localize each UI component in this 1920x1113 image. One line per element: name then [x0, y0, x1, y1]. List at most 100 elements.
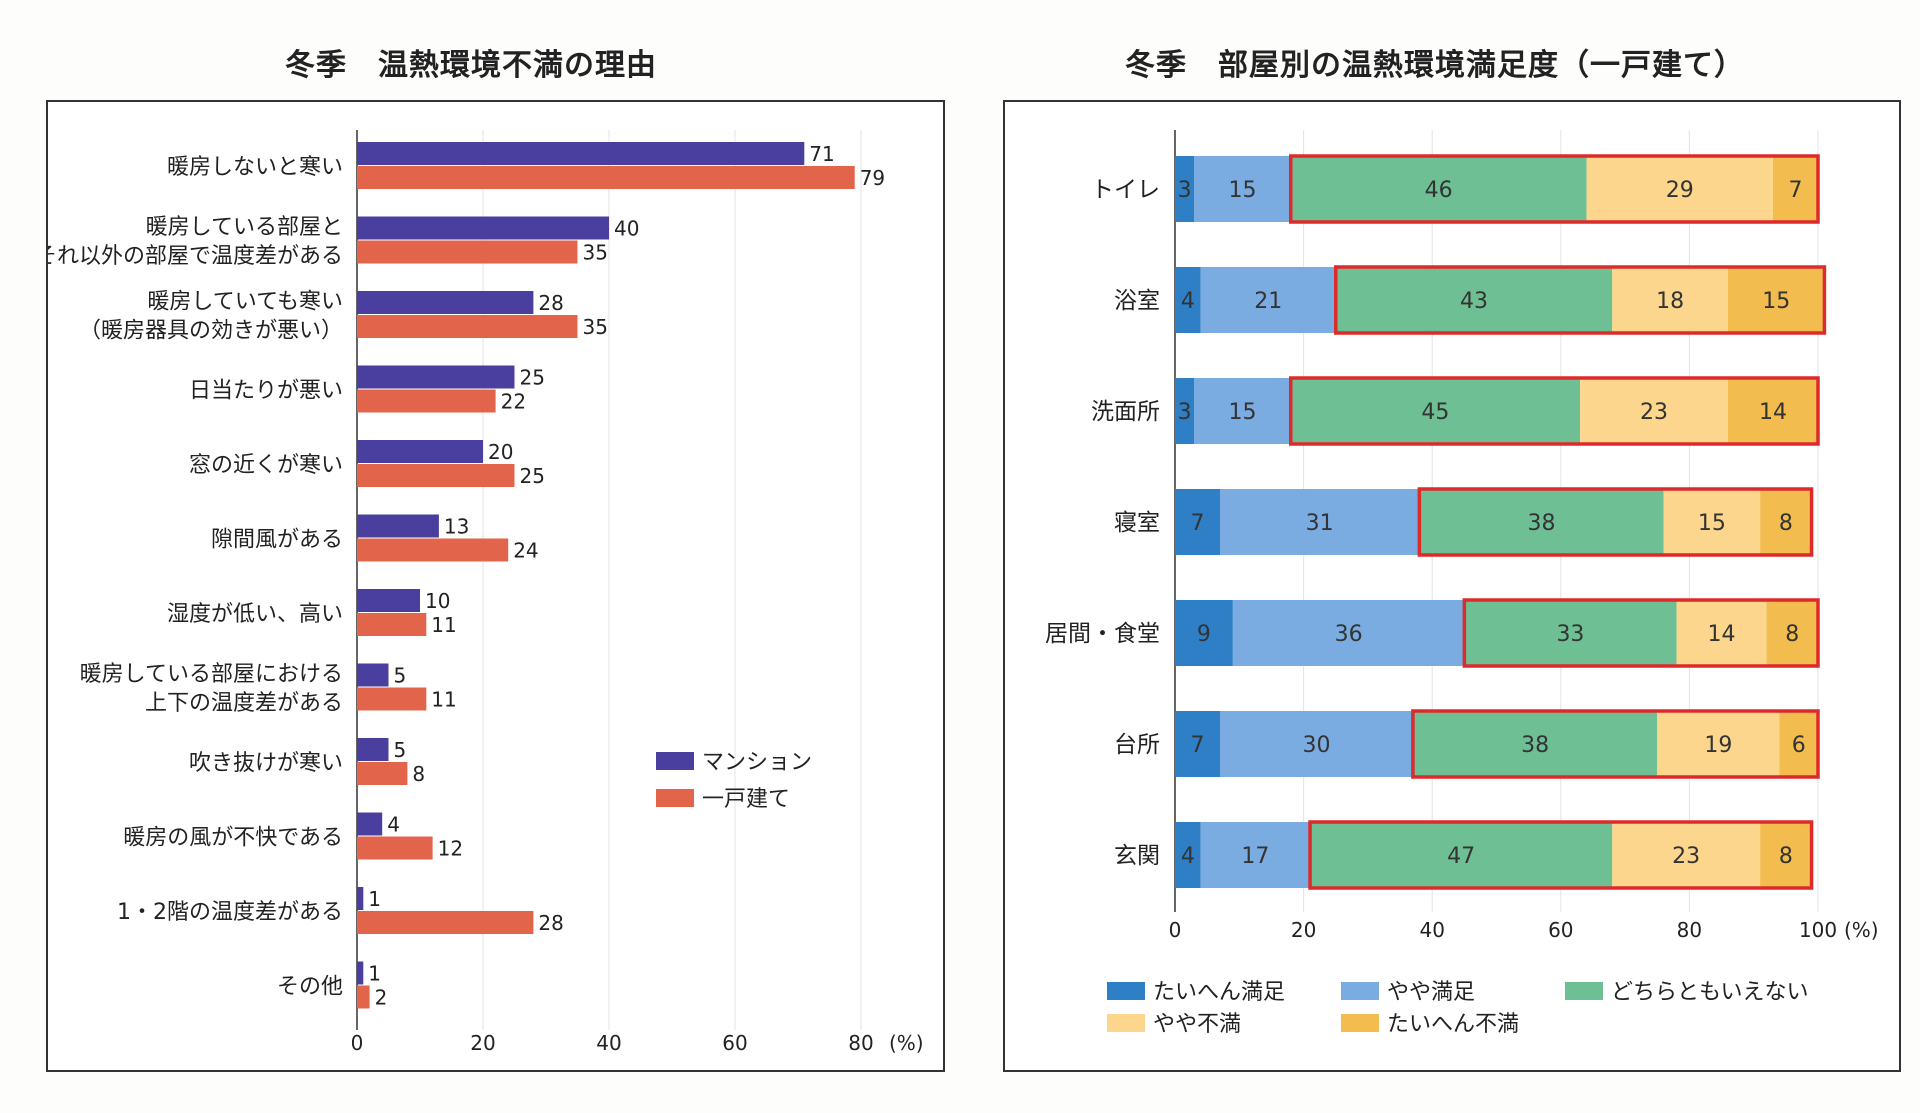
data-label: 1 — [368, 887, 381, 911]
bar-detached — [357, 464, 515, 487]
stacked-segment — [1175, 489, 1221, 555]
segment-label: 18 — [1656, 289, 1684, 314]
bar-detached — [357, 985, 370, 1009]
category-label: 暖房している部屋における — [80, 662, 343, 687]
stacked-segment — [1175, 822, 1201, 888]
stacked-segment — [1760, 822, 1812, 888]
bar-mansion — [357, 887, 364, 910]
category-label: 湿度が低い、高い — [167, 602, 343, 627]
data-label: 71 — [809, 142, 834, 166]
highlight-outline — [1334, 265, 1827, 335]
legend-label: やや満足 — [1387, 980, 1475, 1005]
bar-detached — [357, 315, 578, 338]
bar-detached — [357, 836, 433, 860]
category-label: 隙間風がある — [211, 528, 343, 553]
stacked-segment — [1175, 156, 1195, 222]
legend-label: マンション — [702, 750, 812, 775]
highlight-outline — [1308, 820, 1814, 890]
category-label: 暖房していても寒い — [147, 290, 343, 315]
data-label: 25 — [520, 464, 545, 488]
segment-label: 19 — [1704, 733, 1732, 758]
bar-detached — [357, 762, 408, 785]
segment-label: 23 — [1640, 400, 1668, 425]
category-label: 日当たりが悪い — [189, 379, 343, 404]
category-label: 暖房の風が不快である — [123, 826, 343, 851]
data-label: 22 — [501, 390, 526, 414]
data-label: 40 — [614, 217, 639, 241]
legend-label: 一戸建て — [702, 787, 790, 812]
category-label: 暖房している部屋と — [146, 215, 343, 240]
stacked-segment — [1412, 711, 1658, 777]
segment-label: 17 — [1241, 844, 1269, 869]
bar-detached — [357, 911, 534, 934]
category-label: （暖房器具の効きが悪い） — [79, 319, 343, 344]
x-tick-label: 60 — [1548, 918, 1573, 942]
data-label: 12 — [438, 837, 463, 861]
segment-label: 15 — [1762, 289, 1790, 314]
bar-mansion — [357, 216, 609, 240]
data-label: 35 — [583, 241, 608, 265]
segment-label: 45 — [1421, 400, 1449, 425]
category-label: 浴室 — [1114, 288, 1160, 314]
highlight-outline — [1462, 598, 1820, 668]
category-label: その他 — [277, 975, 343, 1000]
stacked-segment — [1779, 711, 1818, 777]
category-label: 窓の近くが寒い — [189, 453, 343, 478]
data-label: 11 — [431, 613, 456, 637]
stacked-segment — [1657, 711, 1780, 777]
segment-label: 8 — [1779, 844, 1793, 869]
segment-label: 14 — [1759, 400, 1787, 425]
segment-label: 9 — [1197, 622, 1211, 647]
x-tick-label: 100 — [1799, 918, 1837, 942]
stacked-segment — [1612, 267, 1728, 333]
segment-label: 47 — [1447, 844, 1475, 869]
segment-label: 7 — [1788, 178, 1802, 203]
stacked-segment — [1194, 156, 1291, 222]
stacked-segment — [1232, 600, 1465, 666]
bar-detached — [357, 240, 578, 264]
x-unit-label: (%) — [889, 1031, 924, 1055]
stacked-segment — [1175, 378, 1195, 444]
category-label: 吹き抜けが寒い — [189, 751, 343, 776]
x-tick-label: 20 — [470, 1031, 495, 1055]
bar-mansion — [357, 738, 389, 761]
stacked-segment — [1612, 822, 1761, 888]
data-label: 11 — [431, 688, 456, 712]
category-label: 上下の温度差がある — [145, 691, 343, 716]
segment-label: 36 — [1335, 622, 1363, 647]
segment-label: 4 — [1181, 844, 1195, 869]
data-label: 4 — [387, 813, 400, 837]
category-label: それ以外の部屋で温度差がある — [48, 244, 343, 269]
segment-label: 23 — [1672, 844, 1700, 869]
legend-label: たいへん不満 — [1387, 1012, 1519, 1037]
bar-mansion — [357, 589, 420, 612]
data-label: 10 — [425, 589, 450, 613]
data-label: 79 — [860, 166, 885, 190]
stacked-segment — [1580, 378, 1728, 444]
left-chart-title: 冬季 温熱環境不満の理由 — [285, 48, 657, 83]
segment-label: 6 — [1792, 733, 1806, 758]
stacked-segment — [1290, 156, 1587, 222]
data-label: 5 — [394, 664, 407, 688]
segment-label: 29 — [1666, 178, 1694, 203]
segment-label: 46 — [1425, 178, 1453, 203]
segment-label: 30 — [1302, 733, 1330, 758]
left-chart-panel: 0 20 40 60 80 (%) 暖房しないと寒い 71 79 暖房している部屋と それ以外の部屋… — [46, 100, 945, 1072]
stacked-segment — [1663, 489, 1761, 555]
legend-swatch — [1107, 1014, 1145, 1032]
segment-label: 8 — [1779, 511, 1793, 536]
highlight-outline — [1288, 154, 1820, 224]
bar-mansion — [357, 365, 515, 389]
bar-mansion — [357, 291, 534, 314]
bar-detached — [357, 687, 427, 711]
data-label: 5 — [394, 738, 407, 762]
stacked-segment — [1727, 267, 1825, 333]
legend-swatch — [1341, 1014, 1379, 1032]
right-chart-title: 冬季 部屋別の温熱環境満足度（一戸建て） — [1125, 48, 1745, 83]
bar-mansion — [357, 440, 483, 463]
legend-swatch — [1565, 982, 1603, 1000]
legend-swatch — [1107, 982, 1145, 1000]
highlight-outline — [1417, 487, 1814, 557]
stacked-segment — [1175, 267, 1201, 333]
segment-label: 15 — [1229, 178, 1257, 203]
